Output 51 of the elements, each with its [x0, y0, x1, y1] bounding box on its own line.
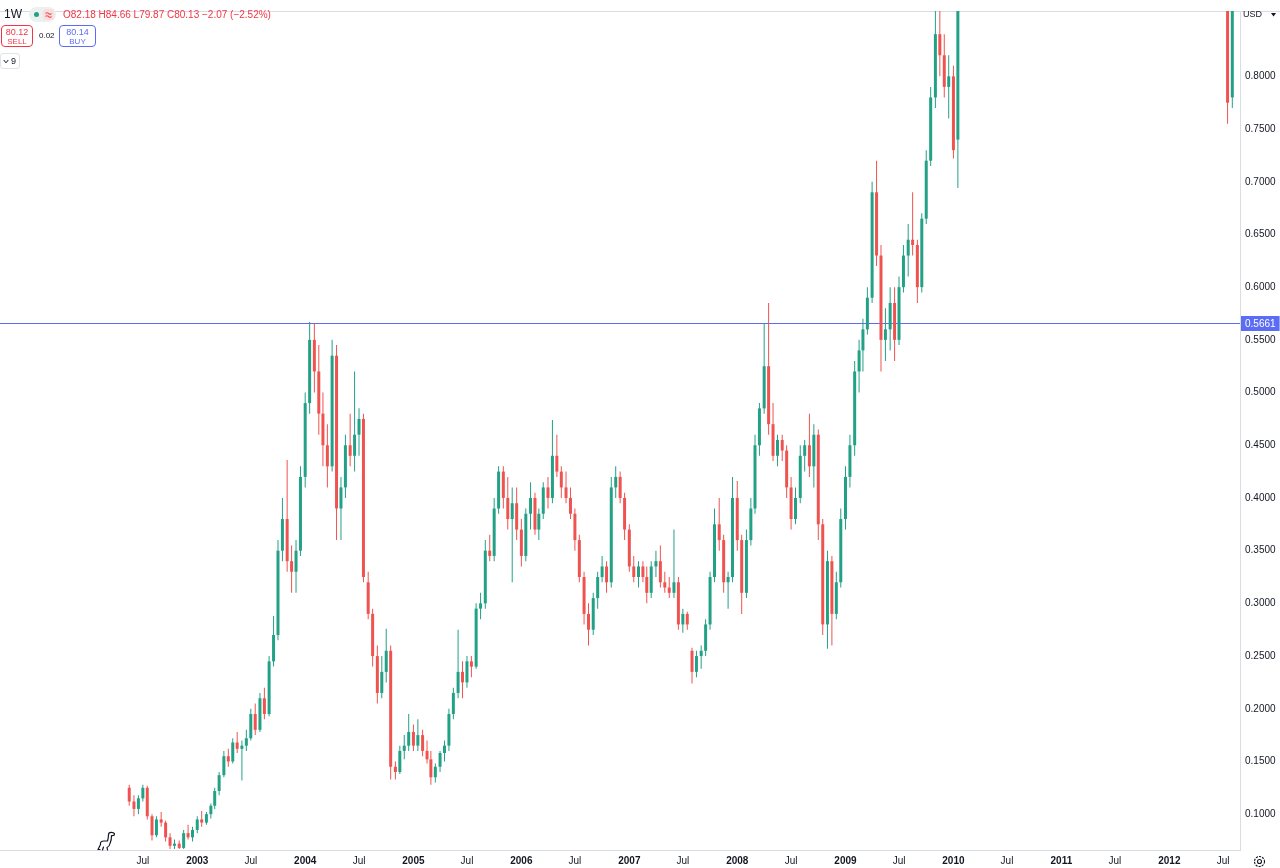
y-tick-label: 0.3500 — [1245, 544, 1277, 556]
y-tick-label: 0.8000 — [1245, 70, 1277, 82]
x-tick-label: Jul — [568, 854, 582, 866]
x-tick-label: Jul — [244, 854, 258, 866]
x-tick-label: 2010 — [942, 854, 965, 866]
x-tick-label: 2007 — [618, 854, 641, 866]
y-tick-label: 0.5500 — [1245, 333, 1277, 345]
y-tick-label: 0.2000 — [1245, 702, 1277, 714]
x-tick-label: 2003 — [186, 854, 209, 866]
x-tick-label: Jul — [784, 854, 798, 866]
annotation: 9 — [11, 56, 17, 66]
annotation: SELL — [6, 37, 28, 47]
y-tick-label: 0.6500 — [1245, 228, 1277, 240]
y-tick-label: 0.4500 — [1245, 439, 1277, 451]
y-tick-label: 0.2500 — [1245, 649, 1277, 661]
y-tick-label: 0.6000 — [1245, 280, 1277, 292]
x-tick-label: 2012 — [1158, 854, 1181, 866]
x-tick-label: 2009 — [834, 854, 858, 866]
sell-button: 80.12 SELL — [1, 25, 33, 47]
y-tick-label: 0.1000 — [1245, 807, 1277, 819]
x-tick-label: Jul — [1000, 854, 1014, 866]
y-tick-label: 0.7000 — [1245, 175, 1277, 187]
ref-line-label: 0.5661 — [1245, 317, 1277, 329]
chart-title: 1W — [4, 7, 22, 21]
y-tick-label: 0.7500 — [1245, 122, 1277, 134]
buy-button: 80.14 BUY — [59, 25, 96, 47]
text: USD — [1243, 9, 1263, 19]
y-tick-label: 0.3000 — [1245, 597, 1277, 609]
x-tick-label: Jul — [136, 854, 150, 866]
candlestick — [911, 192, 915, 256]
dropdown-button: 9 — [0, 53, 20, 69]
y-tick-label: 0.4000 — [1245, 491, 1277, 503]
annotation: 80.12 — [4, 27, 30, 37]
x-tick-label: 2006 — [510, 854, 533, 866]
x-tick-label: Jul — [1108, 854, 1122, 866]
x-tick-label: 2008 — [726, 854, 749, 866]
x-tick-label: Jul — [676, 854, 690, 866]
x-tick-label: Jul — [352, 854, 366, 866]
x-tick-label: 2011 — [1050, 854, 1073, 866]
candlestick — [240, 740, 244, 781]
x-tick-label: 2005 — [402, 854, 425, 866]
annotation: 0.02 — [39, 31, 55, 40]
y-tick-label: 0.1500 — [1245, 755, 1277, 767]
annotation: 80.14 — [65, 27, 90, 37]
y-tick-label: 0.5000 — [1245, 386, 1277, 398]
x-tick-label: 2004 — [294, 854, 317, 866]
annotation: O82.18 H84.66 L79.87 C80.13 −2.07 (−2.52%) — [63, 8, 271, 20]
annotation: BUY — [68, 37, 87, 47]
x-tick-label: Jul — [1216, 854, 1230, 866]
x-tick-label: Jul — [892, 854, 906, 866]
x-tick-label: Jul — [460, 854, 474, 866]
